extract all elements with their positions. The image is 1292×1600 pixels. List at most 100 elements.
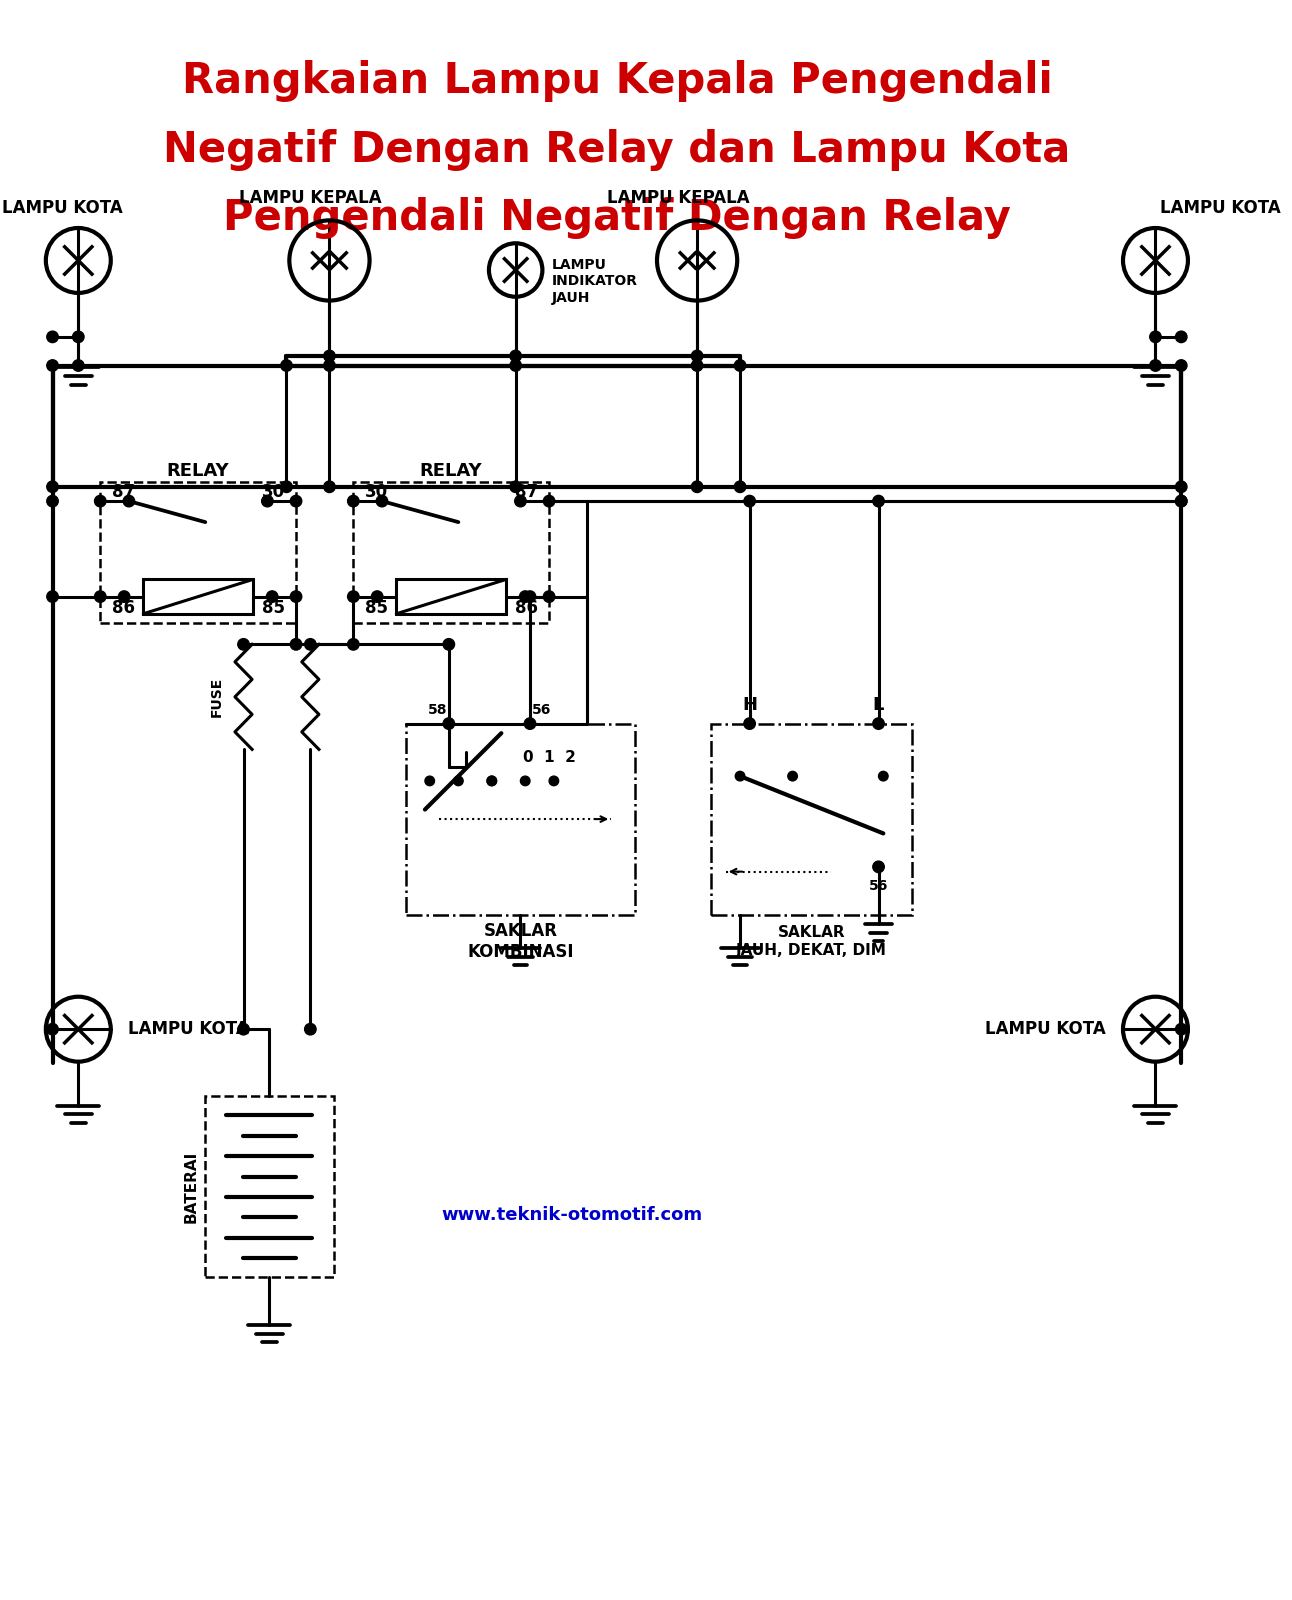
- Circle shape: [324, 360, 335, 371]
- Circle shape: [735, 771, 745, 781]
- Circle shape: [94, 496, 106, 507]
- Circle shape: [788, 771, 797, 781]
- Text: Pengendali Negatif Dengan Relay: Pengendali Negatif Dengan Relay: [224, 197, 1010, 240]
- Circle shape: [280, 482, 292, 493]
- Circle shape: [510, 360, 522, 371]
- Circle shape: [487, 776, 496, 786]
- Circle shape: [262, 496, 273, 507]
- Circle shape: [291, 590, 302, 602]
- Text: 30: 30: [364, 483, 388, 501]
- Circle shape: [1150, 360, 1162, 371]
- Circle shape: [123, 496, 134, 507]
- Bar: [397, 579, 506, 614]
- Circle shape: [544, 590, 554, 602]
- Text: 56: 56: [868, 878, 888, 893]
- Circle shape: [47, 482, 58, 493]
- Text: SAKLAR
KOMBINASI: SAKLAR KOMBINASI: [468, 922, 574, 960]
- Bar: [205, 1096, 335, 1277]
- Circle shape: [1176, 496, 1187, 507]
- Circle shape: [1176, 360, 1187, 371]
- Circle shape: [734, 482, 745, 493]
- Text: Negatif Dengan Relay dan Lampu Kota: Negatif Dengan Relay dan Lampu Kota: [163, 128, 1071, 171]
- Text: RELAY: RELAY: [167, 461, 229, 480]
- Circle shape: [1150, 331, 1162, 342]
- Circle shape: [879, 771, 888, 781]
- Text: LAMPU KOTA: LAMPU KOTA: [1, 198, 123, 218]
- Text: H: H: [742, 696, 757, 714]
- Bar: [101, 482, 296, 624]
- Circle shape: [744, 496, 756, 507]
- Circle shape: [514, 496, 526, 507]
- Circle shape: [691, 482, 703, 493]
- Circle shape: [72, 331, 84, 342]
- Bar: [143, 579, 253, 614]
- Bar: [406, 723, 636, 915]
- Circle shape: [47, 360, 58, 371]
- Circle shape: [510, 482, 522, 493]
- Text: 85: 85: [261, 598, 284, 618]
- Circle shape: [487, 776, 496, 786]
- Circle shape: [47, 590, 58, 602]
- Circle shape: [376, 496, 388, 507]
- Circle shape: [873, 496, 884, 507]
- Text: 58: 58: [428, 704, 447, 717]
- Circle shape: [443, 638, 455, 650]
- Circle shape: [691, 360, 703, 371]
- Circle shape: [1176, 496, 1187, 507]
- Text: Rangkaian Lampu Kepala Pengendali: Rangkaian Lampu Kepala Pengendali: [181, 59, 1052, 102]
- Circle shape: [305, 1024, 317, 1035]
- Circle shape: [348, 496, 359, 507]
- Circle shape: [238, 1024, 249, 1035]
- Text: 87: 87: [514, 483, 537, 501]
- Circle shape: [525, 718, 536, 730]
- Circle shape: [1176, 482, 1187, 493]
- Text: LAMPU
INDIKATOR
JAUH: LAMPU INDIKATOR JAUH: [552, 258, 638, 304]
- Circle shape: [734, 360, 745, 371]
- Text: LAMPU KOTA: LAMPU KOTA: [985, 1021, 1106, 1038]
- Circle shape: [348, 590, 359, 602]
- Circle shape: [94, 590, 106, 602]
- Text: SAKLAR
JAUH, DEKAT, DIM: SAKLAR JAUH, DEKAT, DIM: [736, 925, 888, 957]
- Text: BATERAI: BATERAI: [183, 1150, 199, 1222]
- Text: 86: 86: [514, 598, 537, 618]
- Text: 86: 86: [111, 598, 134, 618]
- Circle shape: [744, 718, 756, 730]
- Circle shape: [119, 590, 130, 602]
- Text: LAMPU KEPALA: LAMPU KEPALA: [607, 189, 749, 208]
- Text: 0  1  2: 0 1 2: [523, 749, 575, 765]
- Text: 85: 85: [364, 598, 388, 618]
- Circle shape: [238, 638, 249, 650]
- Text: LAMPU KOTA: LAMPU KOTA: [128, 1021, 249, 1038]
- Circle shape: [348, 638, 359, 650]
- Bar: [712, 723, 912, 915]
- Circle shape: [47, 331, 58, 342]
- Circle shape: [544, 496, 554, 507]
- Circle shape: [519, 590, 531, 602]
- Circle shape: [1176, 331, 1187, 342]
- Circle shape: [266, 590, 278, 602]
- Circle shape: [372, 590, 382, 602]
- Circle shape: [291, 496, 302, 507]
- Text: LAMPU KEPALA: LAMPU KEPALA: [239, 189, 381, 208]
- Circle shape: [47, 1024, 58, 1035]
- Circle shape: [521, 776, 530, 786]
- Circle shape: [525, 590, 536, 602]
- Circle shape: [324, 350, 335, 362]
- Text: www.teknik-otomotif.com: www.teknik-otomotif.com: [441, 1206, 703, 1224]
- Circle shape: [691, 350, 703, 362]
- Circle shape: [510, 350, 522, 362]
- Circle shape: [425, 776, 434, 786]
- Circle shape: [324, 482, 335, 493]
- Circle shape: [72, 360, 84, 371]
- Text: FUSE: FUSE: [209, 677, 224, 717]
- Circle shape: [305, 638, 317, 650]
- Text: RELAY: RELAY: [420, 461, 482, 480]
- Circle shape: [873, 718, 884, 730]
- Circle shape: [280, 360, 292, 371]
- Text: L: L: [873, 696, 884, 714]
- Text: LAMPU KOTA: LAMPU KOTA: [1160, 198, 1280, 218]
- Text: 30: 30: [261, 483, 284, 501]
- Circle shape: [549, 776, 558, 786]
- Circle shape: [291, 638, 302, 650]
- Bar: [353, 482, 549, 624]
